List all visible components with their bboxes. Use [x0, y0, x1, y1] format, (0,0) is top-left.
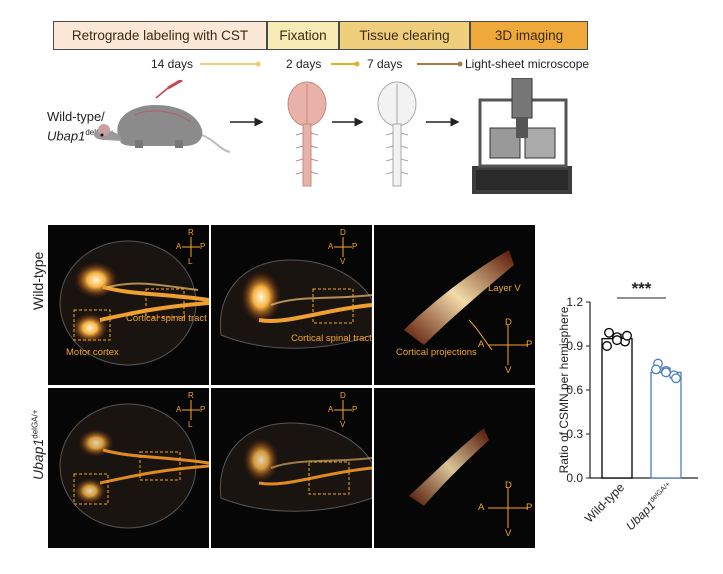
orient-top: D — [340, 391, 346, 400]
stage-arrows — [230, 117, 460, 127]
orient-left: A — [478, 339, 485, 350]
row-label-mutant: Ubap1delGA/+ — [30, 409, 46, 480]
panel-mut-sagittal: D A P V — [211, 388, 372, 548]
orient-right: P — [352, 242, 358, 251]
y-tick-label: 1.2 — [566, 295, 583, 309]
orient-top: D — [505, 317, 512, 328]
panel-wt-zoom: Layer V Cortical projections D A P V — [374, 225, 535, 385]
orient-left: A — [328, 405, 334, 414]
mouse-label-wt: Wild-type/ — [47, 109, 105, 124]
timeline-arrows — [200, 61, 463, 67]
duration-3: 7 days — [367, 57, 403, 71]
annotation-cortical-spinal-tract-1: Cortical spinal tract — [126, 313, 207, 324]
orient-bottom: V — [340, 420, 346, 429]
significance-label: *** — [632, 279, 652, 298]
orient-right: P — [200, 242, 206, 251]
annotation-cortical-spinal-tract-2: Cortical spinal tract — [291, 333, 372, 344]
workflow-step-3: Tissue clearing — [339, 21, 470, 50]
orient-bottom: V — [505, 528, 512, 539]
orient-right: P — [526, 339, 533, 350]
panel-mut-dorsal: R A P L — [48, 388, 209, 548]
orient-bottom: V — [505, 365, 512, 376]
y-tick-label: 0.9 — [566, 339, 583, 353]
row-label-wt: Wild-type — [30, 251, 46, 310]
data-point — [622, 330, 632, 341]
annotation-layer-v: Layer V — [488, 283, 521, 294]
y-tick-label: 0.0 — [566, 471, 583, 485]
data-point — [661, 367, 671, 378]
fixed-brain-illustration — [287, 81, 327, 187]
orient-right: P — [352, 405, 358, 414]
cleared-brain-illustration — [377, 81, 417, 187]
orient-left: A — [478, 502, 485, 513]
orient-top: D — [340, 228, 346, 237]
x-tick-label: Ubap1delGA/+ — [623, 480, 676, 533]
data-point — [602, 341, 612, 351]
orient-left: A — [176, 242, 182, 251]
workflow-step-1: Retrograde labeling with CST — [53, 21, 267, 50]
orient-left: A — [328, 242, 334, 251]
x-tick-sup: delGA/+ — [649, 481, 672, 504]
orient-top: R — [188, 391, 194, 400]
orient-right: P — [200, 405, 206, 414]
duration-4: Light-sheet microscope — [465, 57, 590, 71]
data-point — [612, 335, 622, 346]
panel-mut-zoom: D A P V — [374, 388, 535, 548]
y-tick-label: 0.3 — [566, 427, 583, 441]
workflow-step-4: 3D imaging — [470, 21, 588, 50]
panel-wt-dorsal: Cortical spinal tract Motor cortex R A P… — [48, 225, 209, 385]
data-point — [671, 373, 681, 384]
panel-wt-sagittal: Cortical spinal tract D A P V — [211, 225, 372, 385]
data-point — [651, 364, 661, 375]
duration-1: 14 days — [151, 57, 194, 71]
mouse-illustration — [93, 80, 230, 153]
orient-bottom: V — [340, 257, 346, 266]
orient-top: D — [505, 480, 512, 491]
annotation-cortical-projections: Cortical projections — [396, 347, 477, 358]
bar-2 — [650, 371, 682, 479]
orient-right: P — [526, 502, 533, 513]
bar-1 — [601, 338, 633, 479]
orient-left: A — [176, 405, 182, 414]
y-axis-label: Ratio of CSMN per hemisphere — [557, 306, 571, 473]
x-tick-label: Wild-type — [582, 480, 627, 525]
annotation-motor-cortex: Motor cortex — [66, 347, 119, 358]
y-tick-label: 0.6 — [566, 383, 583, 397]
orient-top: R — [188, 228, 194, 237]
workflow-step-2: Fixation — [267, 21, 339, 50]
data-point — [604, 327, 614, 338]
orient-bottom: L — [188, 257, 193, 266]
light-sheet-microscope-illustration — [472, 78, 572, 194]
orient-bottom: L — [188, 420, 193, 429]
duration-2: 2 days — [286, 57, 322, 71]
